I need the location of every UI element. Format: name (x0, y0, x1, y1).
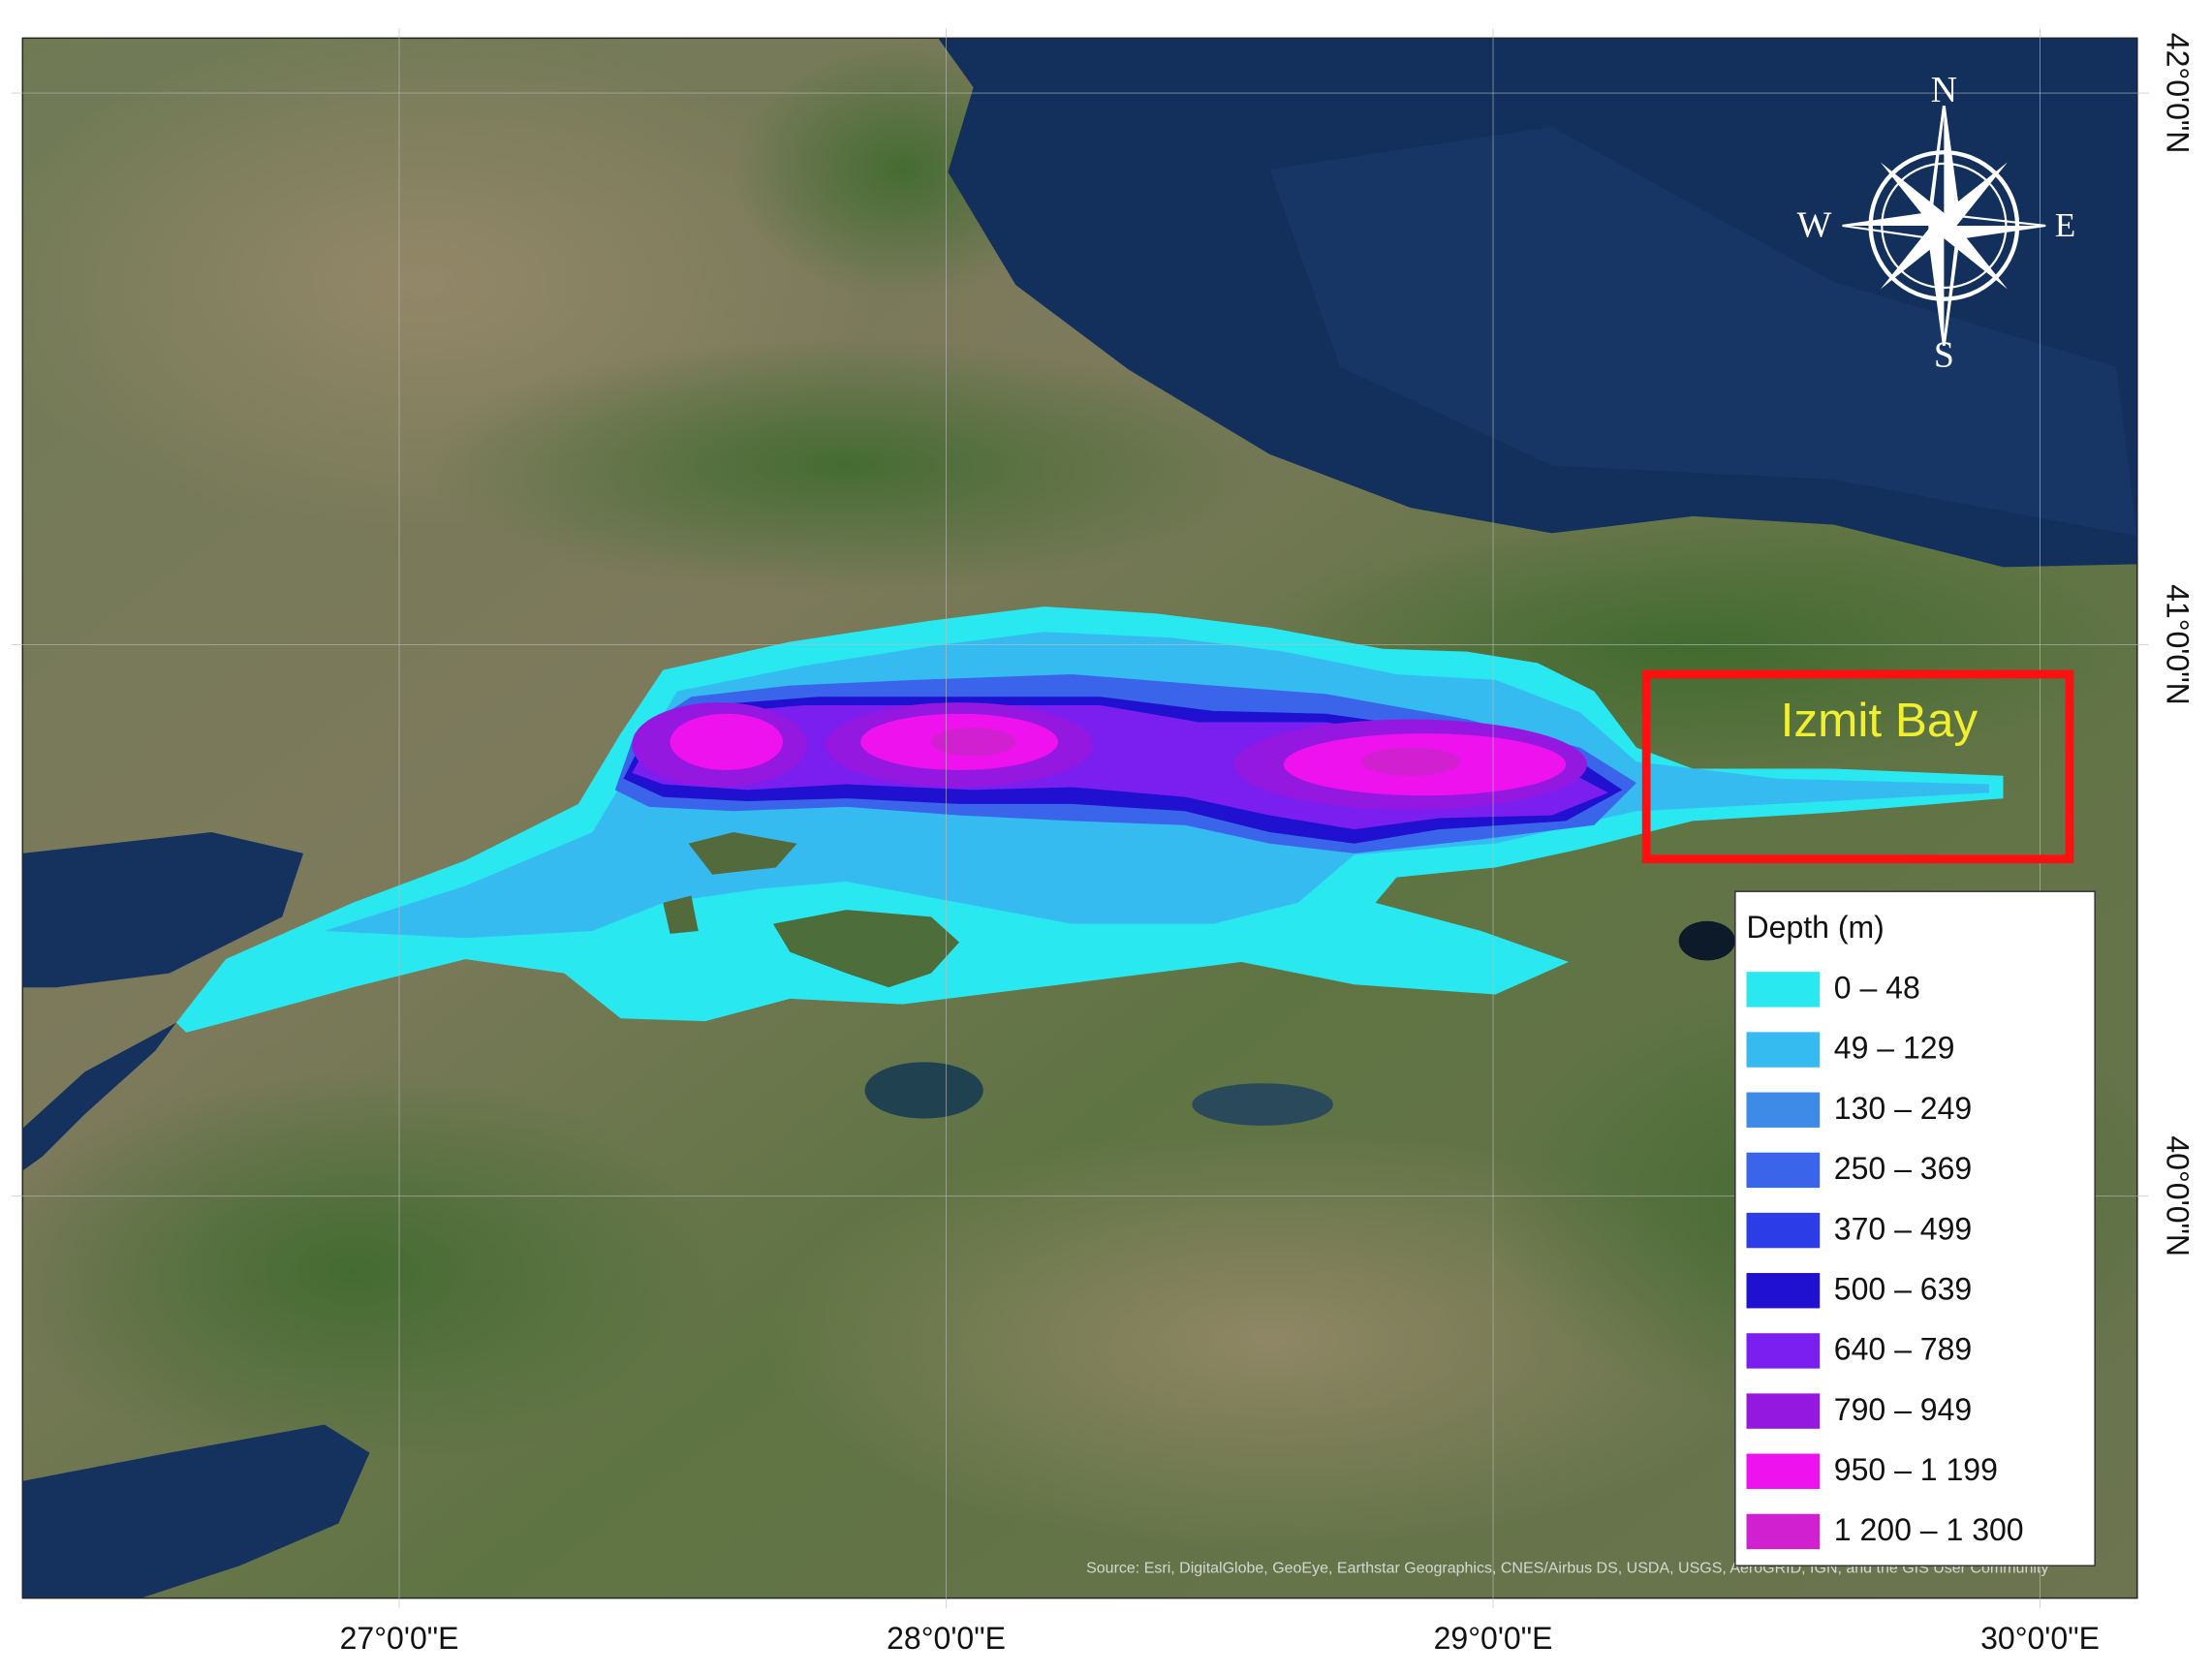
lake (1192, 1083, 1333, 1126)
longitude-label: 28°0'0"E (887, 1621, 1006, 1656)
legend-label: 1 200 – 1 300 (1834, 1512, 2024, 1547)
graticule: 27°0'0"E 28°0'0"E 29°0'0"E 30°0'0"E 42°0'0"N… (11, 28, 2196, 1656)
map-frame (21, 37, 2138, 1599)
legend-label: 370 – 499 (1834, 1211, 1972, 1246)
island (688, 832, 797, 875)
annotation: Izmit Bay (1781, 694, 1978, 747)
longitude-label: 30°0'0"E (1980, 1621, 2100, 1656)
island (772, 910, 960, 988)
compass-north: N (1931, 70, 1957, 110)
compass-south: S (1934, 335, 1954, 376)
legend: Depth (m) 0 – 48 49 – 129 130 – 249 250 – 3… (1734, 890, 2096, 1566)
aegean-sea (22, 832, 304, 988)
legend-swatch (1746, 972, 1821, 1008)
legend-swatch (1746, 1273, 1821, 1309)
longitude-label: 27°0'0"E (340, 1621, 459, 1656)
legend-swatch (1746, 1513, 1821, 1550)
legend-swatch (1746, 1453, 1821, 1489)
lake (864, 1062, 983, 1119)
land-texture (422, 338, 1270, 593)
basemap: Source: Esri, DigitalGlobe, GeoEye, Eart… (22, 38, 2137, 1598)
black-sea-relief (1269, 127, 2137, 537)
aegean-sea (22, 1424, 370, 1598)
legend-label: 790 – 949 (1834, 1392, 1972, 1427)
legend-swatch (1746, 1032, 1821, 1068)
lake (1678, 920, 1735, 961)
legend-label: 0 – 48 (1834, 971, 1920, 1006)
island (663, 895, 699, 934)
legend-label: 250 – 369 (1834, 1151, 1972, 1186)
depth-zone (670, 713, 784, 770)
legend-label: 950 – 1 199 (1834, 1452, 1998, 1487)
latitude-label: 41°0'0"N (2161, 584, 2196, 705)
legend-swatch (1746, 1393, 1821, 1429)
legend-label: 500 – 639 (1834, 1271, 1972, 1306)
land-texture (22, 1071, 720, 1468)
compass: N E S W (1797, 70, 2076, 376)
compass-star (1944, 106, 1957, 226)
legend-label: 49 – 129 (1834, 1031, 1955, 1066)
depth-zone (930, 728, 1016, 757)
legend-label: 130 – 249 (1834, 1091, 1972, 1126)
legend-swatch (1746, 1152, 1821, 1189)
latitude-label: 42°0'0"N (2161, 33, 2196, 154)
compass-star (1880, 162, 2008, 290)
legend-swatch (1746, 1212, 1821, 1249)
legend-swatch (1746, 1333, 1821, 1369)
compass-east: E (2055, 206, 2075, 244)
dardanelles (22, 1022, 176, 1171)
latitude-label: 40°0'0"N (2161, 1135, 2196, 1256)
legend-label: 640 – 789 (1834, 1332, 1972, 1367)
highlight-box (1641, 669, 2074, 864)
legend-title: Depth (m) (1747, 910, 1885, 945)
longitude-label: 29°0'0"E (1434, 1621, 1553, 1656)
depth-zone (1361, 747, 1460, 776)
legend-swatch (1746, 1092, 1821, 1128)
compass-west: W (1797, 205, 1832, 246)
